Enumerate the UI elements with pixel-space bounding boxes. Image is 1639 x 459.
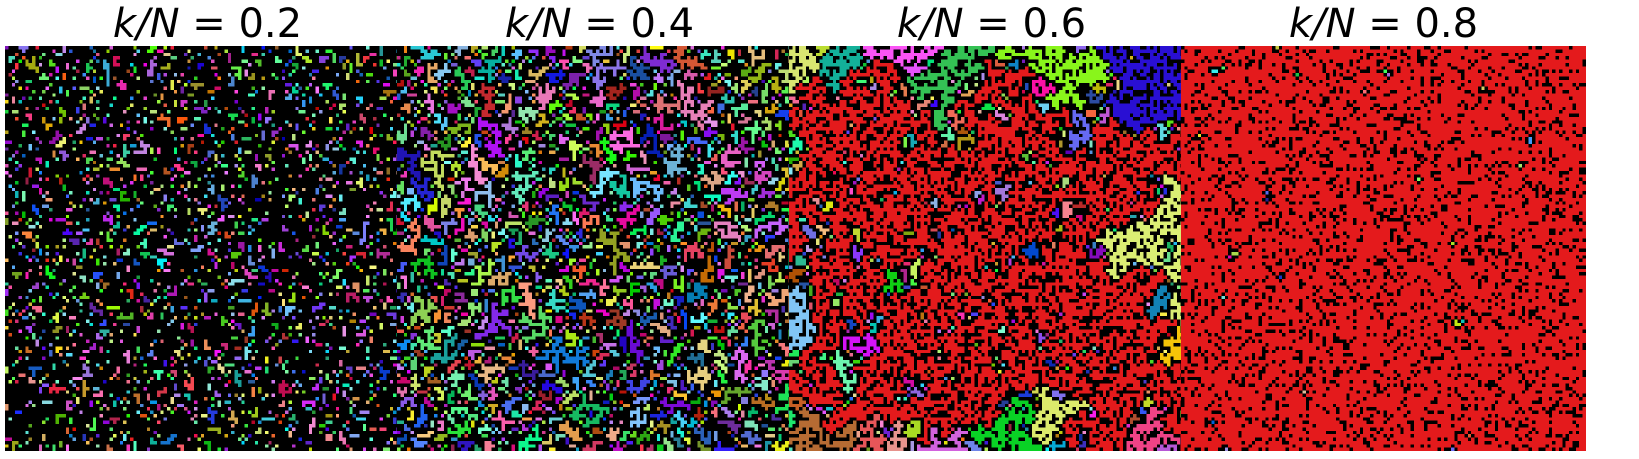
- panel-title: k/N = 0.8: [1181, 2, 1586, 46]
- panel-title: k/N = 0.6: [789, 2, 1194, 46]
- lattice-image: [5, 46, 410, 451]
- panel-title: k/N = 0.4: [397, 2, 802, 46]
- panel-k-0.2: k/N = 0.2: [5, 0, 410, 459]
- title-equals: =: [963, 1, 1023, 47]
- lattice-canvas: [1181, 46, 1586, 451]
- title-variable: k/N: [896, 1, 964, 47]
- title-variable: k/N: [1288, 1, 1356, 47]
- title-equals: =: [571, 1, 631, 47]
- lattice-image: [397, 46, 802, 451]
- lattice-image: [1181, 46, 1586, 451]
- lattice-image: [789, 46, 1194, 451]
- title-value: 0.6: [1022, 1, 1087, 47]
- panel-k-0.4: k/N = 0.4: [397, 0, 802, 459]
- panel-k-0.6: k/N = 0.6: [789, 0, 1194, 459]
- lattice-canvas: [5, 46, 410, 451]
- title-value: 0.2: [238, 1, 303, 47]
- title-equals: =: [179, 1, 239, 47]
- title-variable: k/N: [112, 1, 180, 47]
- panel-title: k/N = 0.2: [5, 2, 410, 46]
- title-equals: =: [1355, 1, 1415, 47]
- lattice-canvas: [397, 46, 802, 451]
- lattice-canvas: [789, 46, 1194, 451]
- panel-k-0.8: k/N = 0.8: [1181, 0, 1586, 459]
- title-value: 0.8: [1414, 1, 1479, 47]
- title-value: 0.4: [630, 1, 695, 47]
- title-variable: k/N: [504, 1, 572, 47]
